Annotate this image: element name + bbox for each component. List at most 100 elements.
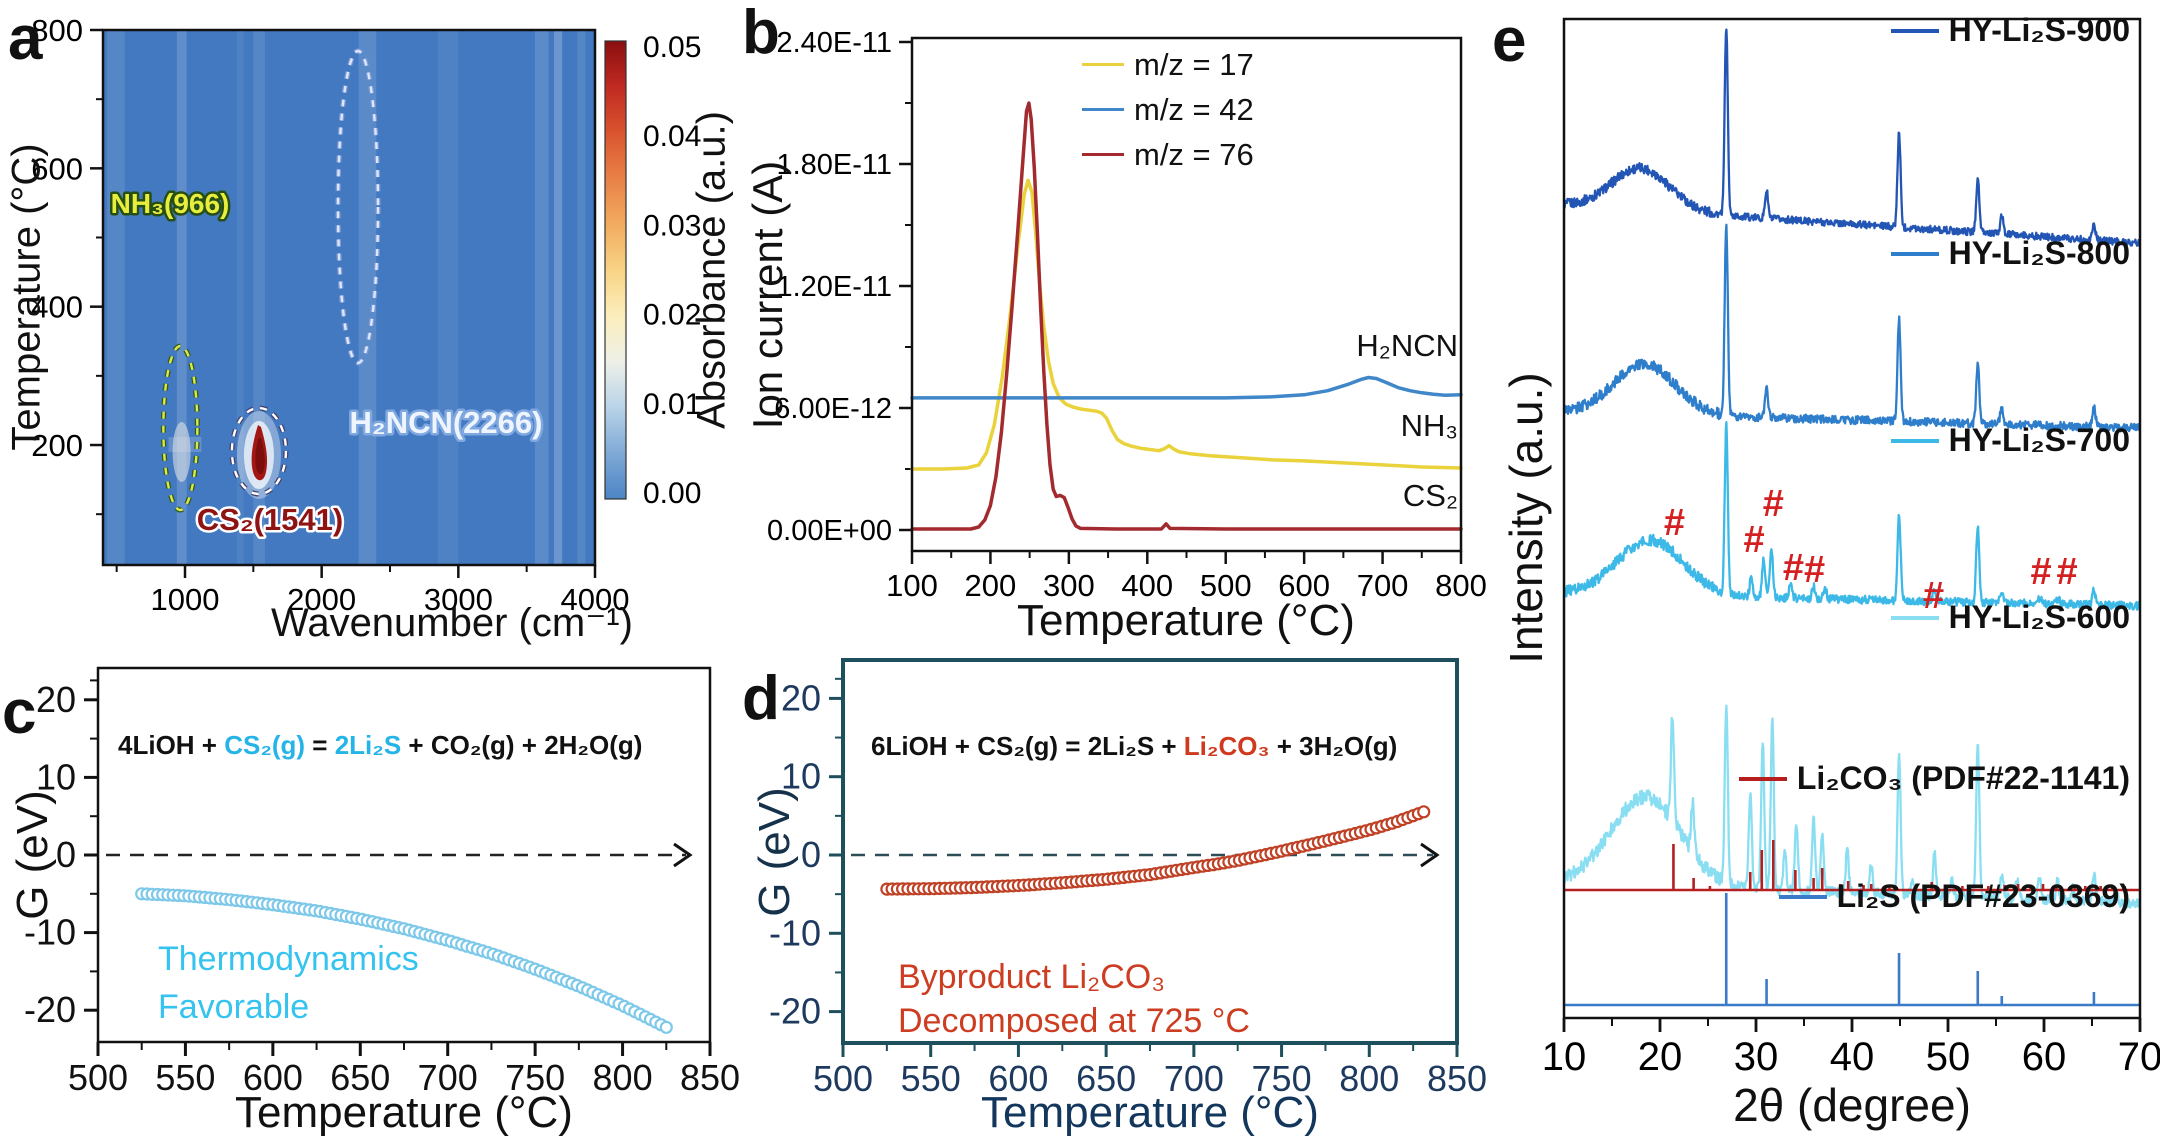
panel-d-equation: 6LiOH + CS₂(g) = 2Li₂S + Li₂CO₃ + 3H₂O(g… [871, 731, 1397, 762]
ftir-heatmap [103, 30, 595, 565]
svg-text:-10: -10 [24, 912, 76, 953]
panel-d-note-2: Decomposed at 725 °C [898, 1002, 1250, 1040]
panel-a-letter: a [8, 4, 43, 73]
panel-b-xlabel: Temperature (°C) [1017, 596, 1355, 645]
svg-text:600: 600 [1278, 568, 1330, 603]
svg-text:600: 600 [31, 151, 83, 186]
legend-line-swatch [1890, 28, 1939, 33]
legend-line-swatch [1890, 438, 1939, 443]
panel-a-xlabel: Wavenumber (cm⁻¹) [271, 601, 633, 645]
panel-c-xlabel: Temperature (°C) [235, 1088, 573, 1136]
svg-text:200: 200 [965, 568, 1017, 603]
svg-text:600: 600 [243, 1057, 303, 1098]
colorbar [604, 40, 627, 500]
panel-b-letter: b [742, 0, 780, 67]
ms-trace-H₂NCN [910, 375, 1463, 400]
gibbs-scatter-d [880, 805, 1431, 896]
panel-c-note-1: Thermodynamics [158, 940, 419, 978]
ms-trace-CS₂ [910, 101, 1463, 531]
colorbar-tick: 0.01 [643, 388, 701, 421]
equation-segment: = [305, 730, 335, 760]
svg-text:650: 650 [330, 1057, 390, 1098]
legend-line-swatch [1082, 107, 1124, 112]
svg-text:50: 50 [1926, 1035, 1971, 1079]
svg-text:850: 850 [680, 1057, 740, 1098]
legend-label: m/z = 42 [1134, 91, 1254, 127]
colorbar-tick: 0.03 [643, 209, 701, 242]
svg-text:850: 850 [1427, 1058, 1487, 1099]
panel-e-xlabel: 2θ (degree) [1733, 1079, 1971, 1131]
panel-d-note-1: Byproduct Li₂CO₃ [898, 958, 1166, 996]
svg-text:200: 200 [31, 428, 83, 463]
legend-line-swatch [1890, 615, 1939, 620]
svg-text:100: 100 [886, 568, 938, 603]
svg-text:500: 500 [813, 1058, 873, 1099]
svg-text:550: 550 [901, 1058, 961, 1099]
svg-text:550: 550 [155, 1057, 215, 1098]
legend-line-swatch [1890, 251, 1939, 256]
xrd-legend-item: HY-Li₂S-600 [1890, 599, 2130, 636]
xrd-legend-item: HY-Li₂S-900 [1890, 12, 2130, 49]
xrd-trace-HY-Li₂S-700 [1563, 420, 2142, 611]
legend-label: m/z = 76 [1134, 136, 1254, 172]
svg-text:20: 20 [1638, 1035, 1683, 1079]
impurity-hash-mark: # [1763, 483, 1784, 525]
svg-text:300: 300 [1043, 568, 1095, 603]
svg-text:750: 750 [1252, 1058, 1312, 1099]
pdf-sticks-Li₂S (PDF#23-0369) [1564, 893, 2140, 1007]
legend-label: Li₂CO₃ (PDF#22-1141) [1796, 760, 2130, 796]
equation-segment: + CO₂(g) + 2H₂O(g) [401, 730, 643, 760]
svg-text:750: 750 [505, 1057, 565, 1098]
equation-segment: + 3H₂O(g) [1269, 731, 1398, 761]
svg-text:10: 10 [781, 756, 821, 797]
svg-text:800: 800 [31, 13, 83, 48]
pdf-sticks-Li₂CO₃ (PDF#22-1141) [1564, 840, 2140, 892]
svg-text:4000: 4000 [561, 582, 630, 617]
legend-item: m/z = 42 [1082, 87, 1254, 132]
species-annotation: H₂NCN(2266) [350, 405, 543, 440]
curve-label: H₂NCN [1356, 328, 1458, 363]
svg-text:60: 60 [2022, 1035, 2067, 1079]
svg-text:700: 700 [1164, 1058, 1224, 1099]
svg-text:700: 700 [1357, 568, 1409, 603]
svg-text:20: 20 [781, 677, 821, 718]
impurity-hash-mark: # [1923, 575, 1944, 617]
xrd-trace-HY-Li₂S-900 [1562, 28, 2141, 247]
svg-text:800: 800 [593, 1057, 653, 1098]
panel-e: 10 20 30 40 50 60 70# ### ### # [1542, 28, 2160, 1079]
colorbar-tick: 0.00 [643, 477, 701, 510]
gibbs-scatter-c [135, 887, 673, 1034]
xrd-trace-HY-Li₂S-600 [1562, 704, 2141, 909]
panel-a-axes: 800 600 400 200 1000 2000 3000 4000 [31, 13, 629, 617]
panel-d: 20 10 0 -10 -20 500 550 600 650 700 750 800 850 [769, 677, 1487, 1099]
xrd-legend-item: Li₂CO₃ (PDF#22-1141) [1738, 760, 2130, 797]
legend-item: m/z = 17 [1082, 42, 1254, 87]
legend-label: HY-Li₂S-600 [1948, 599, 2130, 635]
panel-c-letter: c [2, 678, 37, 747]
svg-text:40: 40 [1830, 1035, 1875, 1079]
svg-text:30: 30 [1734, 1035, 1779, 1079]
colorbar-tick: 0.05 [643, 31, 701, 64]
svg-text:20: 20 [36, 679, 76, 720]
panel-e-letter: e [1492, 6, 1527, 75]
xrd-legend-item: HY-Li₂S-800 [1890, 235, 2130, 272]
svg-text:1.80E-11: 1.80E-11 [776, 149, 892, 181]
legend-item: m/z = 76 [1082, 132, 1254, 177]
svg-text:700: 700 [418, 1057, 478, 1098]
legend-label: HY-Li₂S-800 [1948, 235, 2130, 271]
legend-line-swatch [1082, 152, 1124, 157]
impurity-hash-mark: # [1783, 547, 1804, 589]
svg-text:10: 10 [36, 756, 76, 797]
panel-c: 20 10 0 -10 -20 500 550 600 650 700 750 800 850 [24, 679, 740, 1098]
panel-c-equation: 4LiOH + CS₂(g) = 2Li₂S + CO₂(g) + 2H₂O(g… [118, 730, 642, 761]
panel-d-letter: d [742, 664, 780, 733]
svg-text:1.20E-11: 1.20E-11 [776, 271, 892, 303]
svg-text:6.00E-12: 6.00E-12 [774, 393, 892, 425]
legend-label: HY-Li₂S-700 [1948, 422, 2130, 458]
svg-text:-10: -10 [769, 912, 821, 953]
panel-c-note-2: Favorable [158, 988, 310, 1026]
impurity-hash-mark: # [2056, 551, 2077, 593]
svg-text:3000: 3000 [424, 582, 493, 617]
impurity-hash-mark: # [1664, 502, 1685, 544]
